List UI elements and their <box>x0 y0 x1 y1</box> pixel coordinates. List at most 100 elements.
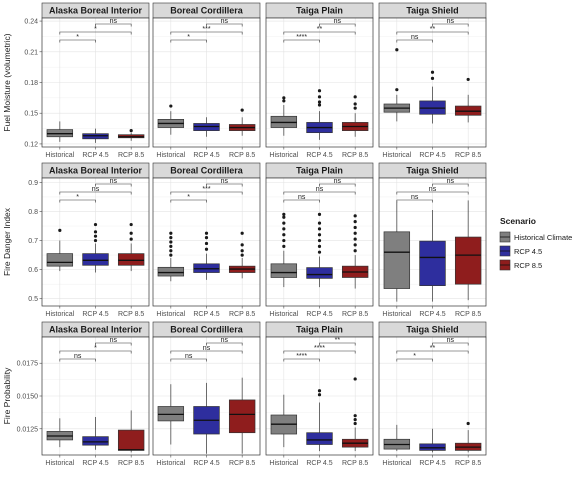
significance-bracket: ** <box>396 26 469 35</box>
significance-bracket: ** <box>283 26 356 35</box>
outlier-point <box>282 212 286 216</box>
bracket-line <box>432 183 469 187</box>
significance-label: * <box>187 34 190 41</box>
legend-label: RCP 8.5 <box>514 261 542 270</box>
panel-title: Boreal Cordillera <box>170 6 244 16</box>
significance-bracket: ns <box>95 178 132 187</box>
significance-bracket: **** <box>283 345 356 354</box>
outlier-point <box>466 421 470 426</box>
y-axis-label: Fire Danger Index <box>2 207 12 276</box>
bracket-line <box>206 23 243 27</box>
panel-1-2: Taiga Plain ns ns ns Historical RCP 4.5 RCP 8.… <box>265 162 374 318</box>
significance-label: ns <box>411 194 419 201</box>
legend-item: Historical Climate <box>499 231 572 243</box>
significance-bracket: ** <box>396 345 469 354</box>
panel-grid: Fuel Moisture (volumetric) 0.12 0.15 0.18 0.… <box>2 2 487 467</box>
box-rcp-4-5 <box>306 212 333 288</box>
panel-title: Taiga Shield <box>406 325 458 335</box>
significance-label: ns <box>316 186 324 193</box>
significance-label: *** <box>202 26 210 33</box>
outlier-point <box>240 108 244 112</box>
significance-label: ns <box>110 178 118 185</box>
significance-bracket: ns <box>206 178 243 187</box>
outlier-point <box>282 244 286 248</box>
row-0: Fuel Moisture (volumetric) 0.12 0.15 0.18 0.… <box>2 2 487 159</box>
significance-label: ns <box>221 18 229 25</box>
significance-label: ns <box>221 337 229 344</box>
legend: Scenario Historical Climate RCP 4.5 RCP 8.… <box>499 216 572 271</box>
x-tick-label: Historical <box>269 460 298 467</box>
outlier-point <box>240 249 244 253</box>
outlier-point <box>353 106 357 110</box>
box-rcp-8-5 <box>117 222 145 272</box>
x-tick-label: RCP 4.5 <box>306 311 332 318</box>
significance-bracket: ns <box>95 337 132 346</box>
legend-items: Historical Climate RCP 4.5 RCP 8.5 <box>499 231 572 271</box>
x-tick-label: RCP 4.5 <box>306 152 332 159</box>
outlier-point <box>169 231 173 235</box>
panel-2-0: Alaska Boreal Interior ns * ns Historical RCP… <box>41 321 150 467</box>
y-tick-label: 0.0150 <box>17 394 39 401</box>
significance-bracket: ns <box>283 186 356 195</box>
x-tick-label: RCP 4.5 <box>419 311 445 318</box>
outlier-point <box>93 238 98 243</box>
bracket-line <box>95 342 132 346</box>
significance-bracket: ns <box>206 337 243 346</box>
significance-label: ns <box>411 34 419 41</box>
box-rcp-4-5 <box>82 416 109 450</box>
x-tick-label: RCP 8.5 <box>455 460 481 467</box>
significance-bracket: **** <box>283 34 320 43</box>
panel-2-1: Boreal Cordillera ns ns ns Historical RCP 4.5… <box>152 321 261 467</box>
legend-item: RCP 8.5 <box>499 259 542 271</box>
box-historical <box>46 228 74 272</box>
outlier-point <box>129 129 133 133</box>
x-tick-label: RCP 4.5 <box>193 311 219 318</box>
box-iqr <box>306 267 333 279</box>
box-historical <box>157 231 185 282</box>
box-rcp-4-5 <box>306 89 333 140</box>
panel-title: Alaska Boreal Interior <box>49 166 143 176</box>
y-tick-label: 0.24 <box>24 19 38 26</box>
y-tick-label: 0.15 <box>24 111 38 118</box>
box-rcp-4-5 <box>82 222 109 273</box>
significance-label: ** <box>430 26 436 33</box>
outlier-point <box>353 421 357 426</box>
outlier-point <box>129 231 133 235</box>
box-historical <box>46 121 74 142</box>
x-tick-label: RCP 8.5 <box>229 152 255 159</box>
bracket-line <box>283 358 320 362</box>
outlier-point <box>129 222 133 227</box>
x-tick-label: Historical <box>269 311 298 318</box>
x-tick-label: RCP 8.5 <box>455 152 481 159</box>
outlier-point <box>204 241 209 246</box>
box-iqr <box>306 432 333 445</box>
significance-label: * <box>76 194 79 201</box>
outlier-point <box>353 214 357 218</box>
panel-title: Boreal Cordillera <box>170 166 244 176</box>
outlier-point <box>353 418 357 422</box>
bracket-line <box>396 191 469 195</box>
outlier-point <box>282 96 286 100</box>
outlier-point <box>169 236 173 240</box>
outlier-point <box>317 233 322 237</box>
significance-label: ns <box>429 186 437 193</box>
legend-item: RCP 4.5 <box>499 245 542 257</box>
bracket-line <box>396 31 469 35</box>
box-rcp-4-5 <box>193 117 220 137</box>
significance-bracket: **** <box>283 353 320 362</box>
x-tick-label: RCP 8.5 <box>229 311 255 318</box>
y-tick-label: 0.7 <box>28 238 38 245</box>
significance-label: **** <box>296 353 307 360</box>
box-historical <box>270 96 298 136</box>
x-tick-label: Historical <box>382 311 411 318</box>
x-tick-label: RCP 8.5 <box>229 460 255 467</box>
box-iqr <box>157 266 185 277</box>
x-tick-label: RCP 4.5 <box>82 152 108 159</box>
x-tick-label: RCP 8.5 <box>118 311 144 318</box>
significance-bracket: * <box>170 34 207 43</box>
significance-bracket: ns <box>283 194 320 203</box>
bracket-line <box>95 23 132 27</box>
significance-label: ** <box>317 26 323 33</box>
panel-0-3: Taiga Shield ns ** ns Historical RCP 4.5 RCP 8… <box>378 2 487 159</box>
